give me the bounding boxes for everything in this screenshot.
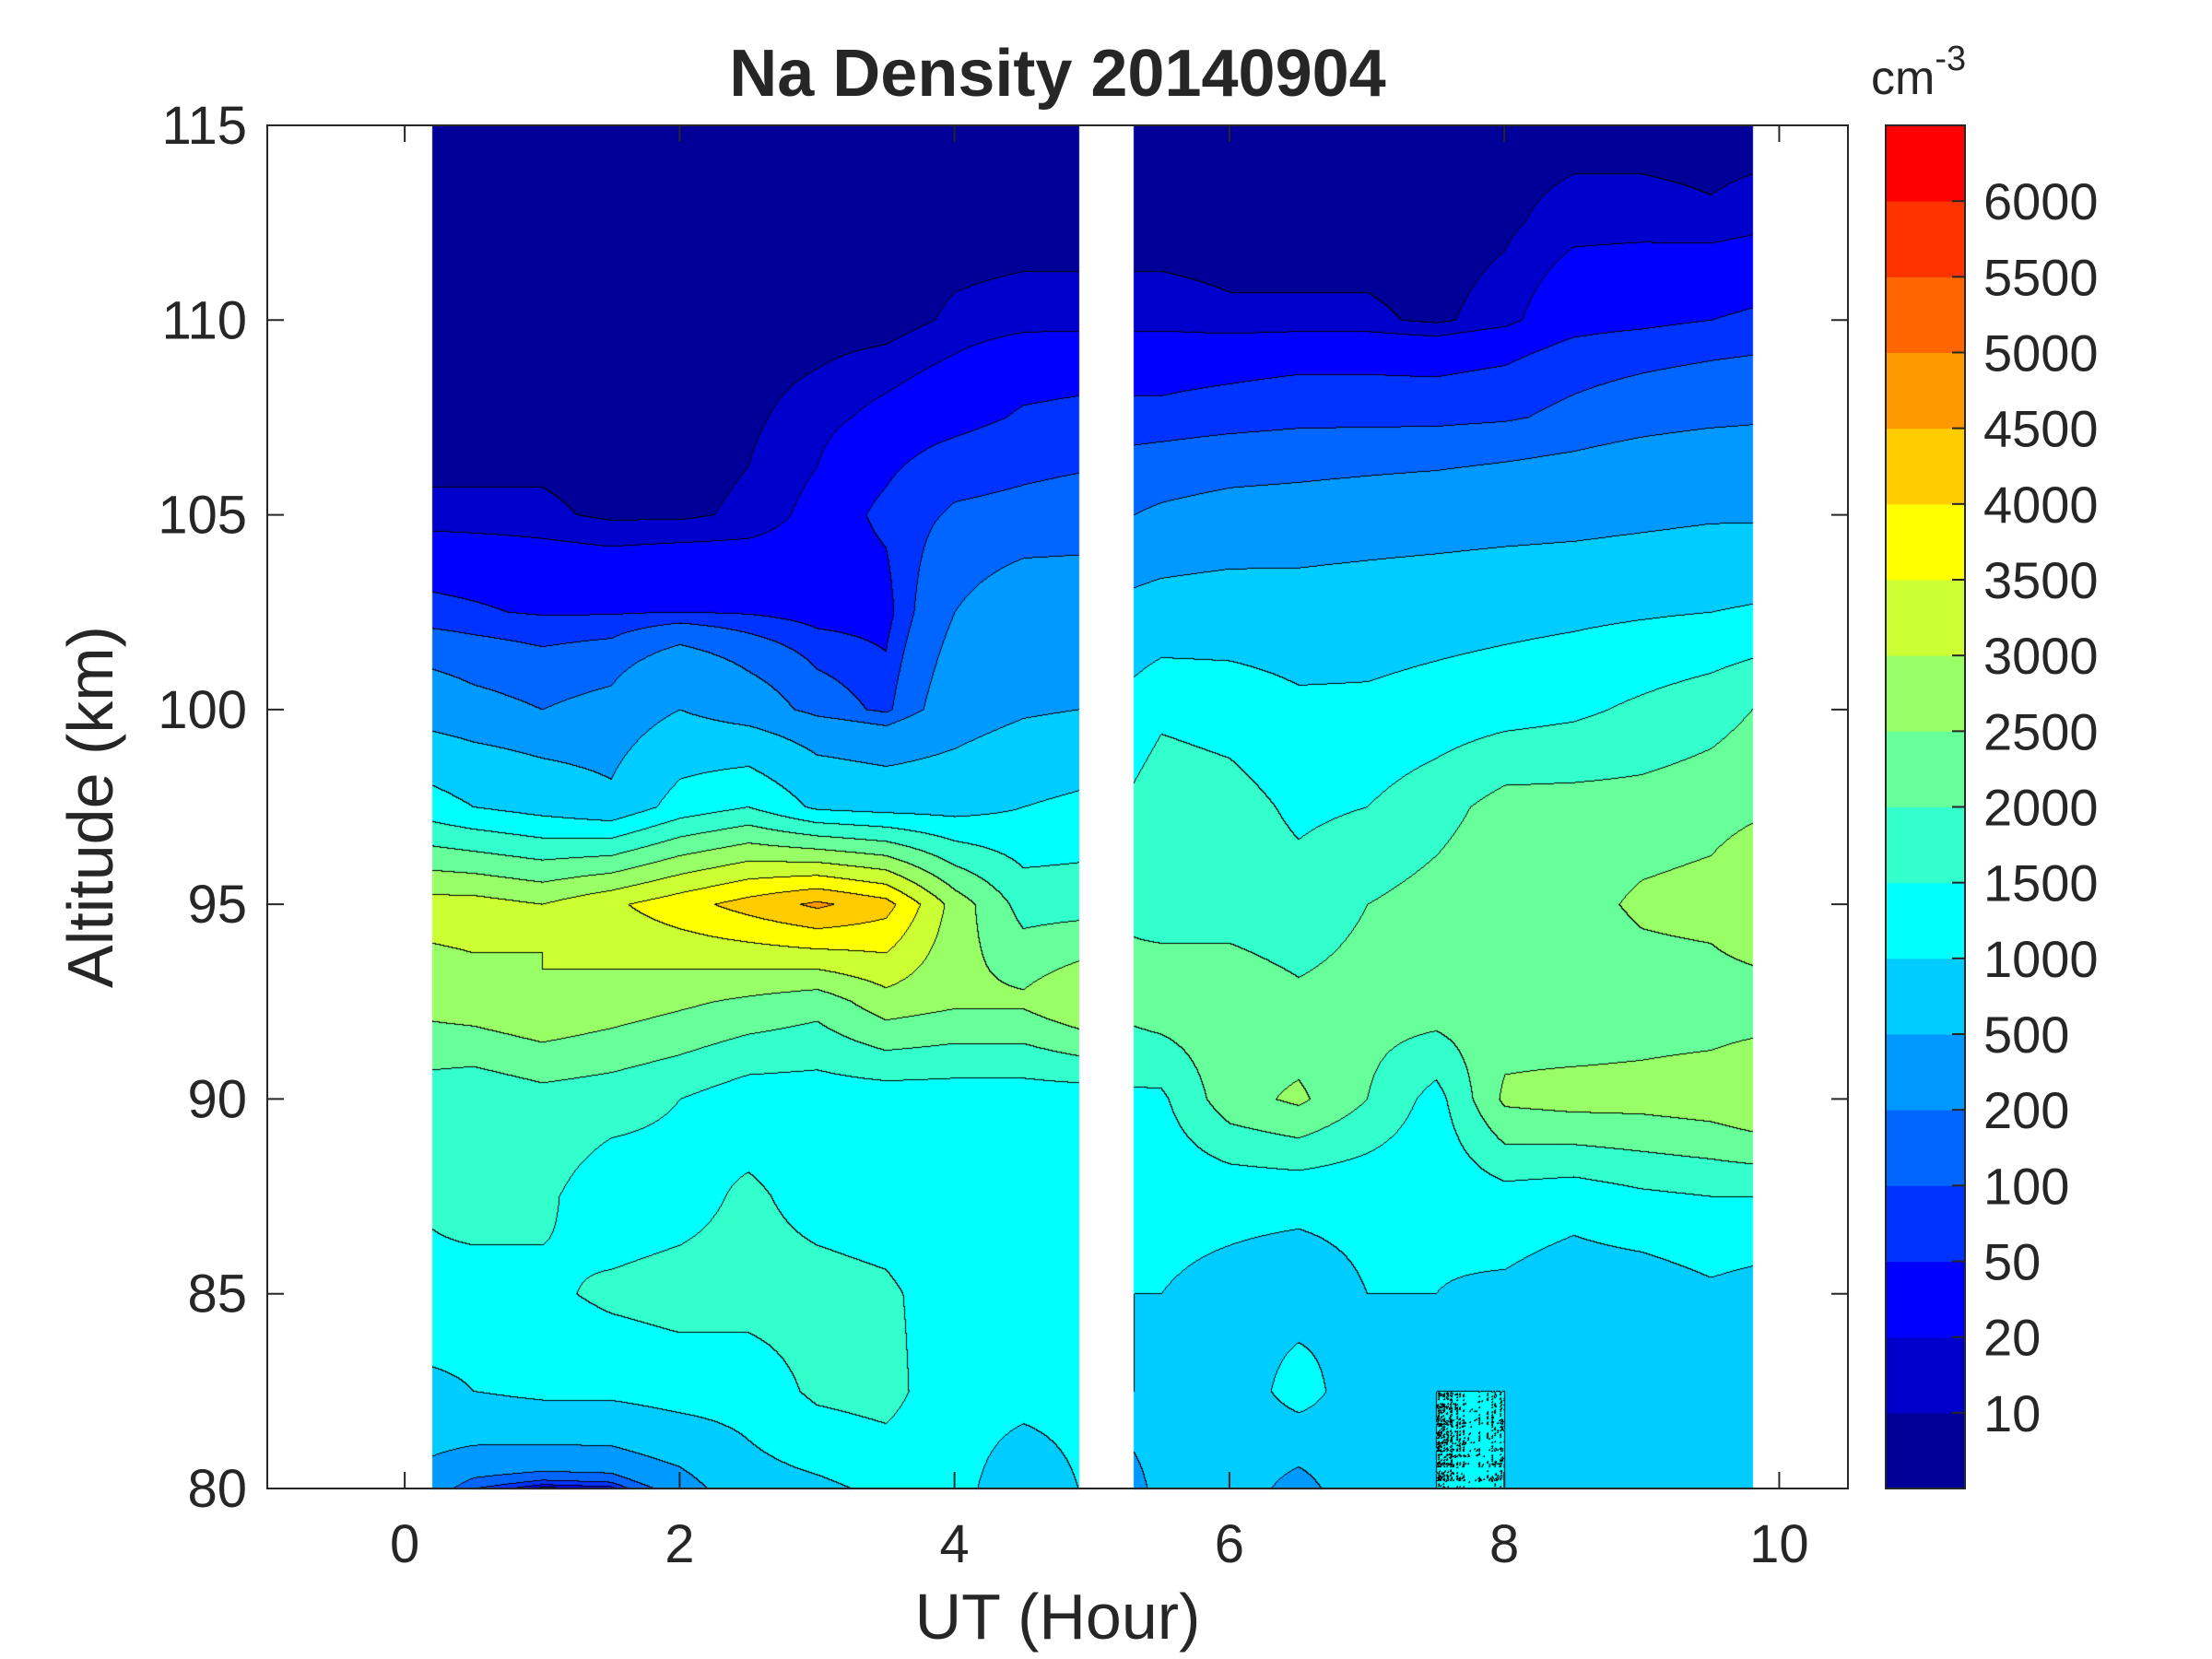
colorbar-tick-label: 50 <box>1983 1233 2041 1291</box>
colorbar-band <box>1886 1336 1965 1414</box>
y-tick-label: 85 <box>187 1265 247 1324</box>
x-tick-label: 4 <box>940 1514 970 1574</box>
x-tick-label: 10 <box>1749 1514 1809 1574</box>
colorbar-tick-label: 6000 <box>1983 172 2099 230</box>
colorbar-band <box>1886 201 1965 277</box>
colorbar-tick-label: 500 <box>1983 1006 2069 1064</box>
chart-title: Na Density 20140904 <box>729 37 1385 111</box>
colorbar-band <box>1886 806 1965 884</box>
x-tick-label: 8 <box>1489 1514 1519 1574</box>
colorbar-tick-label: 2000 <box>1983 779 2099 837</box>
x-tick-label: 6 <box>1215 1514 1244 1574</box>
colorbar-band <box>1886 731 1965 807</box>
plot-frame <box>266 124 1849 1489</box>
y-tick-label: 115 <box>162 96 247 156</box>
colorbar-tick-label: 5500 <box>1983 248 2099 306</box>
colorbar-tick-label: 20 <box>1983 1309 2041 1367</box>
colorbar-tick-label: 2500 <box>1983 702 2099 760</box>
colorbar-band <box>1886 1412 1965 1489</box>
colorbar-unit-label: cm-3 <box>1871 40 1966 105</box>
colorbar-tick-label: 4000 <box>1983 476 2099 534</box>
colorbar-band <box>1886 276 1965 353</box>
colorbar-tick-label: 100 <box>1983 1157 2069 1215</box>
x-tick-label: 2 <box>665 1514 694 1574</box>
colorbar-tick-label: 10 <box>1983 1384 2041 1442</box>
colorbar-tick-label: 3500 <box>1983 551 2099 609</box>
colorbar-tick-label: 3000 <box>1983 627 2099 685</box>
colorbar-band <box>1886 1261 1965 1338</box>
x-axis-label: UT (Hour) <box>915 1581 1201 1653</box>
colorbar-tick-label: 1500 <box>1983 854 2099 912</box>
y-tick-label: 90 <box>187 1069 247 1129</box>
y-tick-label: 100 <box>158 680 247 740</box>
colorbar-band <box>1886 428 1965 505</box>
colorbar-band <box>1886 655 1965 732</box>
y-tick-label: 80 <box>187 1459 247 1519</box>
colorbar-band <box>1886 503 1965 581</box>
y-tick-label: 95 <box>187 875 247 935</box>
y-tick-label: 105 <box>158 486 247 546</box>
colorbar-band <box>1886 580 1965 656</box>
colorbar-band <box>1886 882 1965 959</box>
colorbar-tick-label: 200 <box>1983 1081 2069 1139</box>
colorbar-band <box>1886 352 1965 429</box>
colorbar-band <box>1886 958 1965 1035</box>
colorbar-band <box>1886 1185 1965 1262</box>
x-tick-label: 0 <box>390 1514 419 1574</box>
colorbar-band <box>1886 1034 1965 1111</box>
colorbar-band <box>1886 1110 1965 1186</box>
colorbar-tick-label: 1000 <box>1983 930 2099 988</box>
colorbar-tick-label: 4500 <box>1983 400 2099 458</box>
y-tick-label: 110 <box>162 290 247 350</box>
y-axis-label: Altitude (km) <box>54 626 126 988</box>
colorbar-band <box>1886 125 1965 202</box>
colorbar-tick-label: 5000 <box>1983 324 2099 382</box>
